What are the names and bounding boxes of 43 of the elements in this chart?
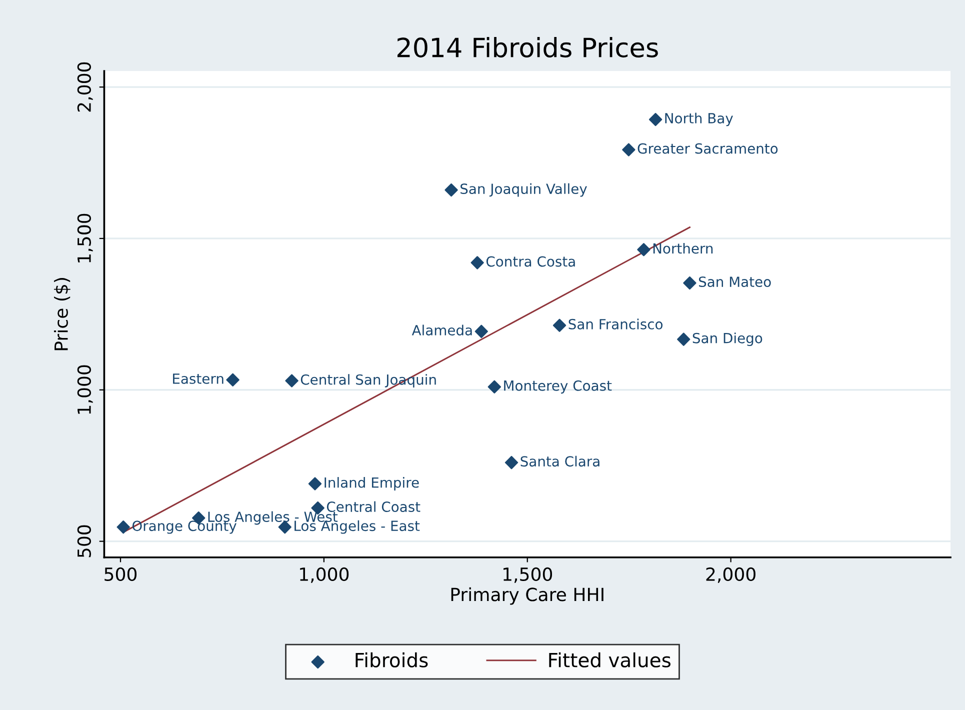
point xyxy=(444,183,458,197)
annotation: San Joaquin Valley xyxy=(460,183,587,197)
annotation: Orange County xyxy=(132,520,236,534)
annotation: Central Coast xyxy=(326,501,420,512)
annotation: Greater Sacramento xyxy=(638,143,778,154)
point xyxy=(504,456,518,470)
chart-title: 2014 Fibroids Prices xyxy=(397,37,658,58)
annotation: Alameda xyxy=(412,324,472,336)
y-axis-title: Price ($) xyxy=(54,278,70,350)
point xyxy=(308,477,322,490)
annotation: Northern xyxy=(653,242,713,254)
legend-label: Fitted values xyxy=(549,652,670,668)
point xyxy=(622,143,636,156)
y-tick-label: 500 xyxy=(77,525,91,558)
point xyxy=(683,276,696,290)
annotation: Contra Costa xyxy=(486,256,575,267)
y-tick-label: 2,000 xyxy=(77,62,93,112)
annotation: Monterey Coast xyxy=(504,380,612,394)
point xyxy=(677,332,690,346)
legend-label: Fibroids xyxy=(356,652,428,668)
point xyxy=(474,324,488,338)
annotation: Inland Empire xyxy=(324,477,419,490)
point xyxy=(648,112,662,126)
point xyxy=(637,243,650,256)
point xyxy=(285,374,298,388)
annotation: San Diego xyxy=(692,332,762,346)
annotation: San Mateo xyxy=(698,276,771,288)
x-tick-label: 1,500 xyxy=(504,567,552,583)
point xyxy=(488,380,502,394)
point xyxy=(226,373,240,386)
x-axis-title: Primary Care HHI xyxy=(451,587,604,605)
annotation: Eastern xyxy=(173,374,224,384)
annotation: Santa Clara xyxy=(520,456,600,467)
point xyxy=(116,520,130,534)
y-tick-label: 1,000 xyxy=(77,365,93,414)
point xyxy=(470,256,484,270)
y-tick-label: 1,500 xyxy=(77,214,93,262)
annotation: North Bay xyxy=(665,112,733,126)
annotation: San Francisco xyxy=(568,318,663,330)
x-tick-label: 500 xyxy=(104,567,137,582)
x-tick-label: 2,000 xyxy=(706,567,756,583)
x-tick-label: 1,000 xyxy=(300,567,349,583)
point xyxy=(552,318,566,332)
